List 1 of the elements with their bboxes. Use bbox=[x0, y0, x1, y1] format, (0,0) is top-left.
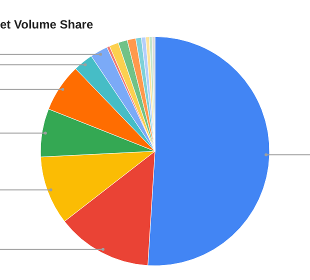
chart-title: et Volume Share bbox=[0, 18, 94, 32]
